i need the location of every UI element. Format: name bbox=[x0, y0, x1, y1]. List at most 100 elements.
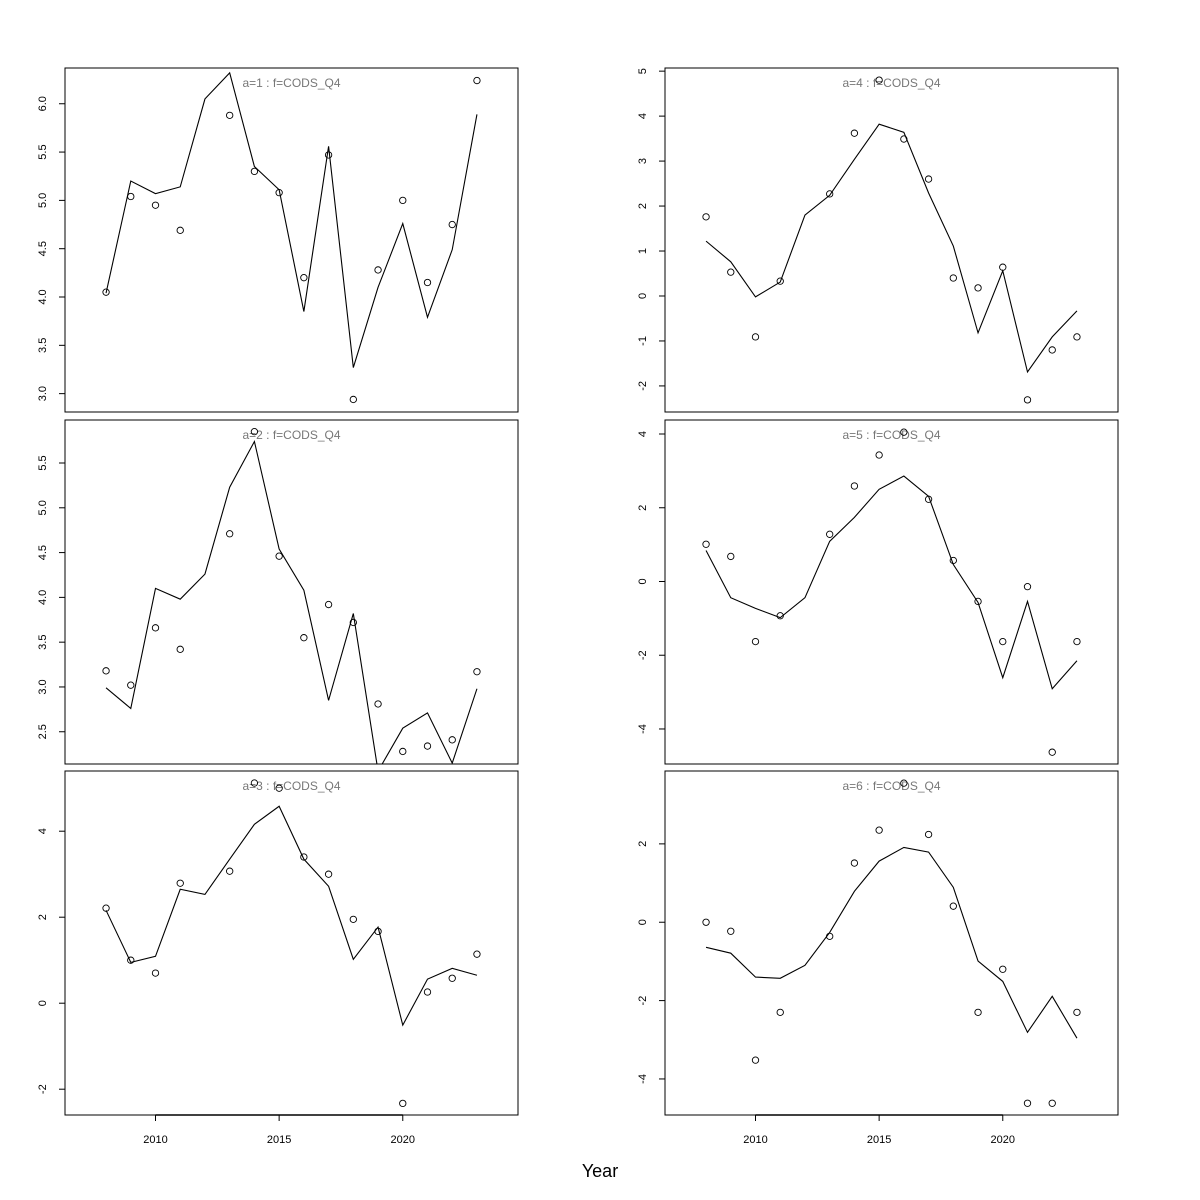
observed-point bbox=[900, 135, 908, 143]
observed-point bbox=[1073, 637, 1081, 646]
observed-point bbox=[826, 190, 834, 198]
observed-point bbox=[349, 915, 357, 923]
x-tick-label: 2015 bbox=[267, 1134, 291, 1146]
y-tick-label: 3.0 bbox=[37, 679, 49, 694]
y-tick-label: 4.0 bbox=[37, 289, 49, 304]
observed-point bbox=[151, 624, 160, 632]
observed-point bbox=[399, 747, 407, 756]
observed-point bbox=[151, 969, 160, 977]
y-tick-label: -1 bbox=[637, 336, 649, 346]
observed-point bbox=[127, 956, 135, 964]
observed-point bbox=[1023, 583, 1032, 591]
observed-point bbox=[875, 451, 883, 459]
observed-point bbox=[423, 988, 432, 996]
observed-point bbox=[374, 927, 382, 936]
observed-point bbox=[102, 288, 110, 296]
observed-point bbox=[250, 167, 259, 176]
observed-point bbox=[324, 600, 333, 609]
observed-point bbox=[226, 867, 234, 875]
y-tick-label: -4 bbox=[637, 724, 649, 734]
observed-point bbox=[974, 1008, 982, 1016]
observed-point bbox=[300, 274, 308, 282]
observed-point bbox=[176, 645, 184, 653]
y-tick-label: -2 bbox=[637, 650, 649, 660]
observed-point bbox=[727, 552, 735, 561]
observed-point bbox=[374, 700, 382, 708]
observed-point bbox=[900, 428, 908, 436]
y-tick-label: 2 bbox=[637, 841, 649, 847]
x-axis-label: Year bbox=[582, 1161, 618, 1181]
fitted-line bbox=[705, 475, 1078, 690]
y-tick-label: -2 bbox=[637, 996, 649, 1006]
observed-point bbox=[999, 965, 1007, 973]
observed-point bbox=[1023, 396, 1032, 404]
y-tick-label: 5.0 bbox=[37, 193, 49, 208]
y-tick-label: -2 bbox=[37, 1084, 49, 1094]
y-tick-label: 5.5 bbox=[37, 455, 49, 470]
observed-point bbox=[448, 974, 456, 982]
y-tick-label: 5.5 bbox=[37, 144, 49, 159]
observed-point bbox=[875, 76, 883, 84]
observed-point bbox=[300, 853, 308, 861]
observed-point bbox=[226, 111, 234, 119]
observed-point bbox=[850, 129, 859, 137]
observed-point bbox=[226, 530, 234, 538]
observed-point bbox=[751, 637, 760, 646]
observed-point bbox=[102, 904, 110, 912]
plot-frame bbox=[664, 419, 1119, 765]
y-tick-label: 4.5 bbox=[37, 545, 49, 560]
x-tick-label: 2020 bbox=[391, 1134, 415, 1146]
observed-point bbox=[751, 1056, 760, 1064]
x-tick-label: 2020 bbox=[991, 1134, 1015, 1146]
y-tick-label: 1 bbox=[637, 248, 649, 254]
y-tick-label: 2 bbox=[37, 914, 49, 920]
y-tick-label: 3.0 bbox=[37, 386, 49, 401]
y-tick-label: 4.0 bbox=[37, 590, 49, 605]
y-tick-label: -4 bbox=[637, 1074, 649, 1084]
x-tick-label: 2010 bbox=[143, 1134, 167, 1146]
observed-point bbox=[924, 495, 933, 503]
y-tick-label: 6.0 bbox=[37, 96, 49, 111]
observed-point bbox=[473, 76, 481, 85]
plot-frame bbox=[64, 67, 519, 413]
observed-point bbox=[399, 1099, 407, 1108]
observed-point bbox=[300, 634, 308, 642]
observed-point bbox=[875, 826, 883, 834]
y-tick-label: 3.5 bbox=[37, 338, 49, 353]
observed-point bbox=[900, 779, 908, 787]
observed-point bbox=[776, 612, 784, 620]
fitted-line bbox=[705, 846, 1078, 1039]
panel-title: a=1 : f=CODS_Q4 bbox=[242, 76, 340, 90]
x-tick-label: 2015 bbox=[867, 1134, 891, 1146]
y-tick-label: 2 bbox=[637, 505, 649, 511]
observed-point bbox=[349, 618, 357, 627]
observed-point bbox=[176, 226, 184, 234]
y-tick-label: 5 bbox=[637, 68, 649, 74]
observed-point bbox=[324, 870, 333, 878]
observed-point bbox=[727, 268, 735, 276]
observed-point bbox=[702, 540, 710, 548]
observed-point bbox=[1073, 333, 1081, 341]
observed-point bbox=[924, 830, 933, 839]
fitted-line bbox=[105, 71, 478, 368]
observed-point bbox=[423, 742, 432, 750]
panel-title: a=6 : f=CODS_Q4 bbox=[842, 779, 940, 793]
observed-point bbox=[999, 637, 1007, 646]
observed-point bbox=[949, 274, 957, 282]
observed-point bbox=[151, 201, 160, 209]
observed-point bbox=[974, 284, 982, 292]
y-tick-label: 0 bbox=[637, 578, 649, 584]
fitted-line bbox=[705, 123, 1078, 374]
y-tick-label: 4 bbox=[637, 431, 649, 437]
observed-point bbox=[727, 927, 735, 935]
observed-point bbox=[473, 950, 481, 958]
fitted-line bbox=[105, 805, 478, 1027]
y-tick-label: 3 bbox=[637, 158, 649, 164]
observed-point bbox=[349, 395, 357, 404]
observed-point bbox=[127, 192, 135, 201]
observed-point bbox=[999, 263, 1007, 271]
y-tick-label: 3.5 bbox=[37, 635, 49, 650]
y-tick-label: 4 bbox=[37, 828, 49, 834]
panel-title: a=2 : f=CODS_Q4 bbox=[242, 428, 340, 442]
